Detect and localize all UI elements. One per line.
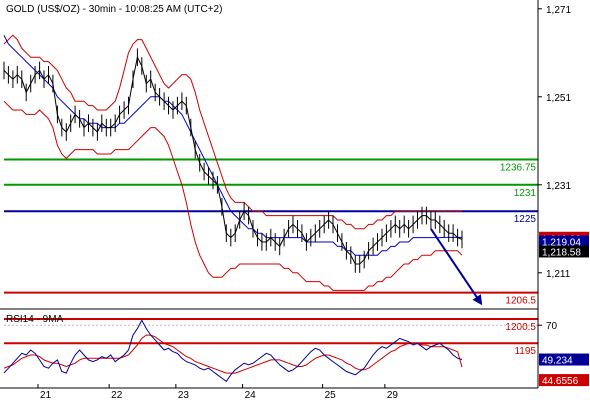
price-box-1-bg xyxy=(539,235,589,248)
x-tick-label: 22 xyxy=(111,390,123,400)
price-line xyxy=(3,55,463,265)
rsi-box-1-bg xyxy=(539,374,589,387)
rsi-line xyxy=(3,319,463,383)
price-panel: 1236.75 1231 1225 1206.5 1200.5 1195 xyxy=(3,34,538,357)
x-tick-label: 29 xyxy=(387,390,399,400)
price-box-2-bg xyxy=(539,245,589,258)
price-box-2: 1,218.58 xyxy=(542,247,581,258)
bollinger-lower-line xyxy=(3,100,463,291)
bollinger-upper-line xyxy=(3,34,462,230)
price-tick-label: 1,251 xyxy=(546,93,571,104)
rsi-tick-label: 70 xyxy=(546,321,558,332)
price-box-1: 1,219.04 xyxy=(542,237,581,248)
moving-average-line xyxy=(3,34,462,256)
rsi-panel xyxy=(3,319,538,383)
rsi-ma-line xyxy=(3,334,463,374)
level-label-2: 1225 xyxy=(514,214,537,225)
x-tick-label: 23 xyxy=(178,390,190,400)
chart-title: GOLD (US$/OZ) - 30min - 10:08:25 AM (UTC… xyxy=(6,4,222,15)
x-tick-label: 24 xyxy=(245,390,257,400)
rsi-box-1: 44.6556 xyxy=(542,376,579,387)
level-label-1: 1231 xyxy=(514,188,537,199)
price-tick-label: 1,231 xyxy=(546,181,571,192)
x-tick-label: 21 xyxy=(40,390,52,400)
level-label-5: 1195 xyxy=(514,346,536,357)
level-label-3: 1206.5 xyxy=(505,296,536,307)
x-tick-label: 25 xyxy=(325,390,337,400)
level-label-0: 1236.75 xyxy=(500,163,537,174)
rsi-box-0-bg xyxy=(539,353,589,366)
price-tick-label: 1,211 xyxy=(546,269,571,280)
level-label-4: 1200.5 xyxy=(505,322,536,333)
projection-arrow xyxy=(430,228,483,306)
price-tick-label: 1,271 xyxy=(546,5,571,16)
rsi-box-0: 49.234 xyxy=(542,356,573,367)
rsi-panel-label: RSI14 - 9MA xyxy=(6,314,64,325)
